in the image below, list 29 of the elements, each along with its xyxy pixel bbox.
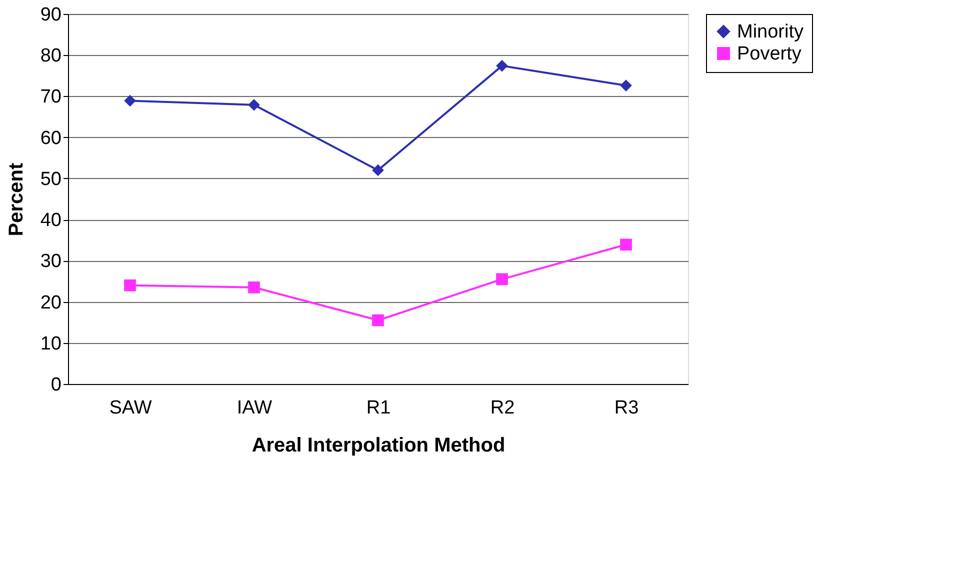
y-tick-label: 50: [40, 168, 62, 190]
x-tick-label: SAW: [109, 398, 152, 418]
point: [620, 238, 632, 251]
y-tick-label: 30: [40, 251, 62, 272]
y-tick-label: 40: [40, 210, 62, 232]
point: [496, 60, 508, 72]
point: [124, 279, 136, 292]
point: [372, 314, 384, 326]
x-axis-title: Areal Interpolation Method: [252, 434, 506, 456]
y-axis-title: Percent: [5, 162, 28, 236]
y-tick-label: 90: [40, 4, 62, 26]
y-tick-label: 70: [40, 86, 62, 108]
point: [248, 281, 260, 294]
point: [372, 164, 384, 176]
legend-label: Minority: [737, 22, 804, 42]
y-tick-label: 20: [40, 292, 62, 314]
y-tick-label: 60: [40, 128, 62, 149]
x-tick-label: IAW: [236, 398, 272, 418]
legend-label: Poverty: [737, 44, 802, 64]
y-tick-label: 0: [50, 374, 62, 396]
x-tick-label: R3: [614, 398, 639, 418]
point: [620, 80, 632, 92]
y-tick-label: 80: [40, 46, 62, 67]
point: [248, 98, 260, 111]
point: [124, 94, 136, 107]
point: [496, 273, 508, 286]
x-tick-label: R1: [366, 398, 391, 418]
y-tick-label: 10: [40, 333, 62, 354]
x-tick-label: R2: [490, 398, 515, 418]
